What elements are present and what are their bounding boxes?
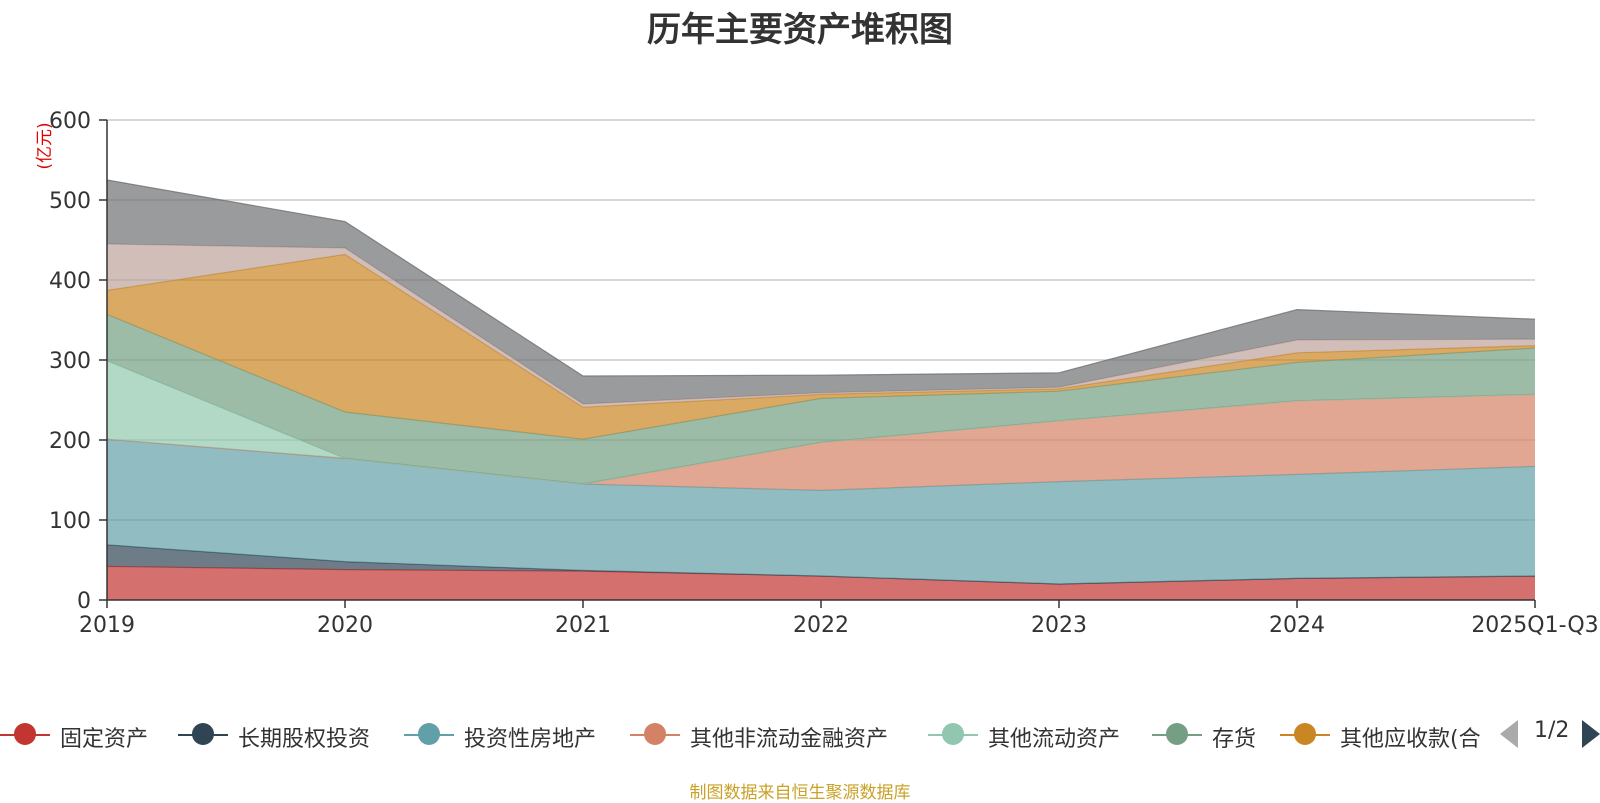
y-tick-label: 300 <box>49 349 91 374</box>
legend-label: 固定资产 <box>60 727 149 752</box>
legend-label: 其他非流动金融资产 <box>690 727 889 752</box>
x-tick-label: 2022 <box>793 613 849 638</box>
x-tick-label: 2020 <box>317 613 373 638</box>
area-series-line-8 <box>106 179 1536 377</box>
legend-circle-icon <box>644 723 666 745</box>
legend-prev-page-button[interactable] <box>1500 720 1518 748</box>
x-tick-label: 2021 <box>555 613 611 638</box>
legend-next-page-button[interactable] <box>1582 720 1600 748</box>
area-series-0[interactable] <box>107 566 1535 600</box>
legend-circle-icon <box>418 723 440 745</box>
legend-label: 其他流动资产 <box>988 727 1121 752</box>
legend-circle-icon <box>14 723 36 745</box>
x-tick-label: 2019 <box>79 613 135 638</box>
legend-circle-icon <box>1166 723 1188 745</box>
legend-items: 固定资产 长期股权投资 投资性房地产 其他非流动金融资产 其他流动资产 存货 其他应收款(合 <box>0 714 1484 754</box>
y-tick-label: 100 <box>49 509 91 534</box>
area-series-2[interactable] <box>107 439 1535 584</box>
area-series-8[interactable] <box>107 180 1535 404</box>
legend-circle-icon <box>942 723 964 745</box>
x-tick-label: 2023 <box>1031 613 1087 638</box>
y-tick-label: 600 <box>49 109 91 134</box>
legend-label: 其他应收款(合 <box>1340 727 1481 752</box>
chart-title: 历年主要资产堆积图 <box>647 10 953 50</box>
area-series-6[interactable] <box>107 254 1535 440</box>
area-series-7[interactable] <box>107 244 1535 408</box>
y-tick-label: 0 <box>77 589 91 614</box>
legend-label: 投资性房地产 <box>464 727 597 752</box>
legend-circle-icon <box>192 723 214 745</box>
legend-page-indicator: 1/2 <box>1534 718 1570 743</box>
legend-circle-icon <box>1294 723 1316 745</box>
y-axis-unit-label: (亿元) <box>35 122 55 169</box>
y-tick-label: 400 <box>49 269 91 294</box>
legend-label: 长期股权投资 <box>238 727 371 752</box>
area-series-1[interactable] <box>107 544 1535 584</box>
x-tick-label: 2024 <box>1269 613 1325 638</box>
y-tick-label: 500 <box>49 189 91 214</box>
area-series-5[interactable] <box>107 314 1535 484</box>
y-tick-label: 200 <box>49 429 91 454</box>
legend: 固定资产 长期股权投资 投资性房地产 其他非流动金融资产 其他流动资产 存货 其他应收款(合 <box>0 714 1600 754</box>
axes: 0 100 200 300 400 500 600 2019 2020 2021 2022 2023 2… <box>49 109 1599 638</box>
legend-label: 存货 <box>1212 727 1257 752</box>
x-tick-label: 2025Q1-Q3 <box>1471 613 1598 638</box>
area-series <box>106 179 1536 600</box>
source-note: 制图数据来自恒生聚源数据库 <box>689 783 911 803</box>
